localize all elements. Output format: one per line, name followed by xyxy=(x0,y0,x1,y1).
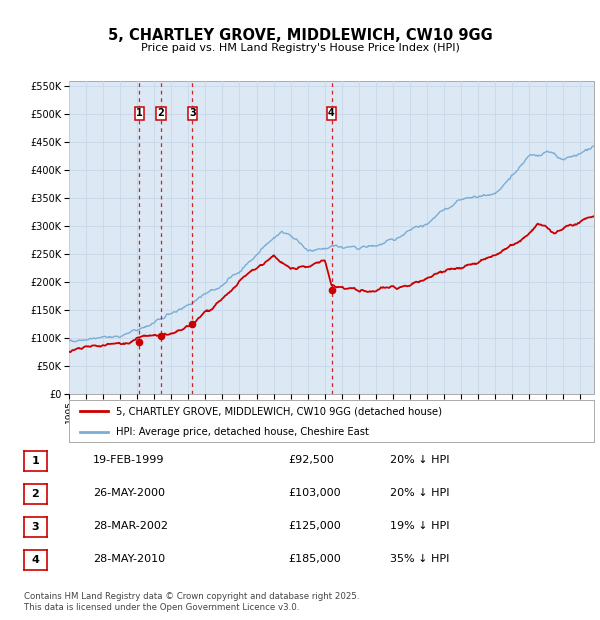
Text: 28-MAR-2002: 28-MAR-2002 xyxy=(93,521,168,531)
Text: 20% ↓ HPI: 20% ↓ HPI xyxy=(390,455,449,465)
Text: Price paid vs. HM Land Registry's House Price Index (HPI): Price paid vs. HM Land Registry's House … xyxy=(140,43,460,53)
Text: 19-FEB-1999: 19-FEB-1999 xyxy=(93,455,164,465)
Text: 35% ↓ HPI: 35% ↓ HPI xyxy=(390,554,449,564)
Text: £185,000: £185,000 xyxy=(288,554,341,564)
Text: £92,500: £92,500 xyxy=(288,455,334,465)
Text: 3: 3 xyxy=(189,108,196,118)
Text: 4: 4 xyxy=(328,108,335,118)
Text: 2: 2 xyxy=(158,108,164,118)
Text: 5, CHARTLEY GROVE, MIDDLEWICH, CW10 9GG (detached house): 5, CHARTLEY GROVE, MIDDLEWICH, CW10 9GG … xyxy=(116,406,442,416)
Text: 3: 3 xyxy=(32,522,39,532)
Text: 4: 4 xyxy=(31,555,40,565)
Text: 5, CHARTLEY GROVE, MIDDLEWICH, CW10 9GG: 5, CHARTLEY GROVE, MIDDLEWICH, CW10 9GG xyxy=(107,29,493,43)
Text: 26-MAY-2000: 26-MAY-2000 xyxy=(93,488,165,498)
Text: Contains HM Land Registry data © Crown copyright and database right 2025.
This d: Contains HM Land Registry data © Crown c… xyxy=(24,592,359,611)
Text: 1: 1 xyxy=(32,456,39,466)
Text: 2: 2 xyxy=(32,489,39,499)
Text: HPI: Average price, detached house, Cheshire East: HPI: Average price, detached house, Ches… xyxy=(116,427,369,436)
Text: 1: 1 xyxy=(136,108,143,118)
Text: £103,000: £103,000 xyxy=(288,488,341,498)
Text: 20% ↓ HPI: 20% ↓ HPI xyxy=(390,488,449,498)
Text: £125,000: £125,000 xyxy=(288,521,341,531)
Text: 19% ↓ HPI: 19% ↓ HPI xyxy=(390,521,449,531)
Text: 28-MAY-2010: 28-MAY-2010 xyxy=(93,554,165,564)
